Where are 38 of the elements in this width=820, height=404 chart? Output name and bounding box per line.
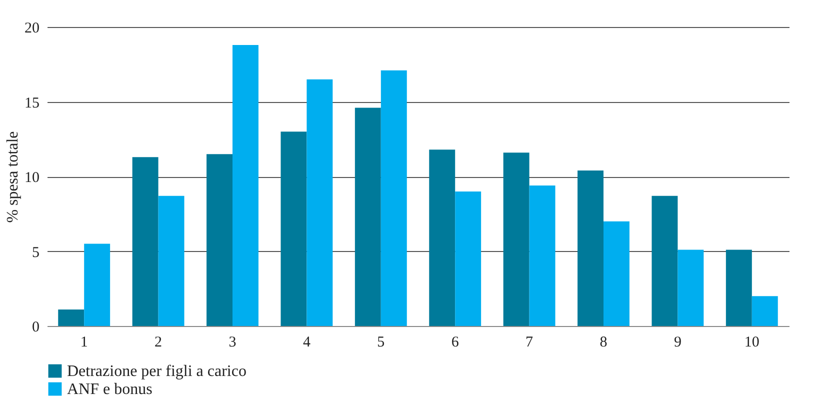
bar bbox=[652, 196, 678, 326]
x-tick-label: 7 bbox=[526, 334, 534, 350]
bar bbox=[232, 44, 258, 326]
bar bbox=[578, 170, 604, 326]
legend-label: ANF e bonus bbox=[67, 381, 152, 398]
x-tick-label: 8 bbox=[600, 334, 608, 350]
x-tick-label: 9 bbox=[674, 334, 682, 350]
bar bbox=[306, 79, 333, 326]
y-tick-label: 15 bbox=[24, 95, 40, 112]
bar bbox=[132, 157, 158, 326]
bar bbox=[158, 196, 184, 326]
bar bbox=[604, 221, 630, 326]
y-tick-label: 5 bbox=[32, 244, 40, 261]
bar bbox=[354, 108, 381, 326]
bar bbox=[58, 310, 84, 326]
bar bbox=[429, 150, 456, 326]
y-tick-label: 10 bbox=[24, 170, 40, 186]
bar bbox=[280, 132, 307, 326]
x-tick-label: 5 bbox=[377, 334, 385, 350]
bar bbox=[455, 191, 482, 326]
x-tick-label: 3 bbox=[228, 334, 236, 350]
x-tick-label: 2 bbox=[154, 334, 162, 350]
bar bbox=[752, 296, 778, 326]
x-tick-label: 1 bbox=[80, 334, 88, 350]
y-axis-title: % spesa totale bbox=[4, 131, 22, 223]
legend-label: Detrazione per figli a carico bbox=[67, 363, 246, 380]
y-tick-label: 20 bbox=[24, 20, 40, 36]
y-tick-label: 0 bbox=[32, 320, 40, 336]
bar bbox=[503, 152, 530, 326]
x-tick-label: 10 bbox=[744, 334, 760, 350]
x-tick-label: 6 bbox=[451, 334, 460, 350]
bar bbox=[206, 154, 232, 326]
bar bbox=[380, 70, 407, 326]
x-tick-label: 4 bbox=[302, 334, 311, 350]
bar bbox=[84, 244, 110, 326]
bar bbox=[678, 250, 704, 326]
bar bbox=[726, 250, 752, 326]
bar bbox=[529, 185, 556, 326]
